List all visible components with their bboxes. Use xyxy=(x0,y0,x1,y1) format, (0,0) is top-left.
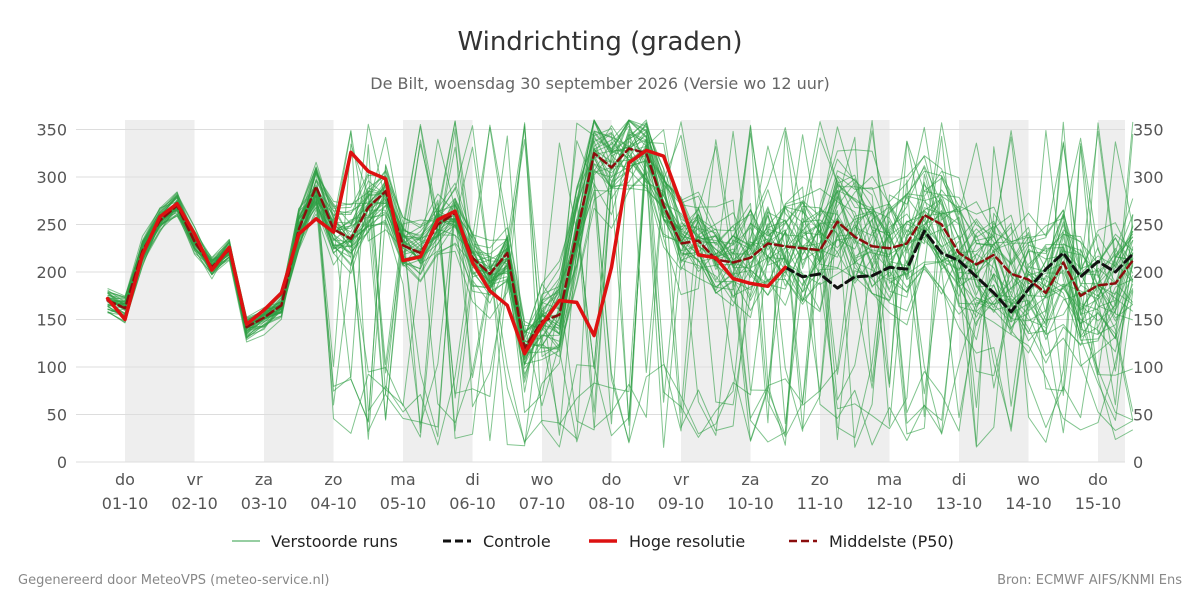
ensemble-member-line xyxy=(107,121,1134,447)
x-tick-day: ma xyxy=(877,470,902,489)
y-tick-label-right: 150 xyxy=(1133,311,1164,330)
x-tick-day: wo xyxy=(531,470,554,489)
y-tick-label-left: 350 xyxy=(36,121,67,140)
y-tick-label-left: 200 xyxy=(36,263,67,282)
y-tick-label-right: 300 xyxy=(1133,168,1164,187)
legend-item-median: Middelste (P50) xyxy=(789,532,954,551)
x-tick-date: 13-10 xyxy=(936,494,983,513)
legend: Verstoorde runs Controle Hoge resolutie … xyxy=(232,532,954,551)
footer-generator: Gegenereerd door MeteoVPS (meteo-service… xyxy=(18,573,329,588)
x-tick-day: za xyxy=(741,470,759,489)
legend-label-median: Middelste (P50) xyxy=(829,532,954,551)
y-tick-label-left: 50 xyxy=(47,406,67,425)
chart-subtitle: De Bilt, woensdag 30 september 2026 (Ver… xyxy=(370,74,830,93)
legend-label-high-res: Hoge resolutie xyxy=(629,532,745,551)
x-tick-date: 05-10 xyxy=(380,494,427,513)
x-tick-day: do xyxy=(1088,470,1108,489)
x-tick-date: 03-10 xyxy=(241,494,288,513)
x-tick-date: 01-10 xyxy=(102,494,149,513)
x-tick-day: vr xyxy=(673,470,689,489)
x-tick-day: ma xyxy=(390,470,415,489)
main-series xyxy=(105,147,1135,356)
y-axis-right: 0 50 100 150 200 250 300 350 xyxy=(1133,121,1164,473)
x-tick-date: 04-10 xyxy=(310,494,357,513)
x-axis: do 01-10 vr 02-10 za 03-10 zo 04-10 ma 05-10 di 06-… xyxy=(102,470,1122,513)
legend-item-high-res: Hoge resolutie xyxy=(589,532,745,551)
x-tick-date: 02-10 xyxy=(171,494,218,513)
series-line-middelste-p50 xyxy=(106,147,1135,350)
x-tick-date: 15-10 xyxy=(1075,494,1122,513)
y-tick-label-left: 100 xyxy=(36,358,67,377)
y-tick-label-right: 350 xyxy=(1133,121,1164,140)
legend-item-control: Controle xyxy=(443,532,551,551)
y-tick-label-right: 200 xyxy=(1133,263,1164,282)
x-tick-date: 10-10 xyxy=(727,494,774,513)
ensemble-member-line xyxy=(107,119,1134,374)
footer-source: Bron: ECMWF AIFS/KNMI Ens xyxy=(997,573,1182,588)
x-tick-day: vr xyxy=(186,470,202,489)
x-tick-date: 11-10 xyxy=(797,494,844,513)
x-tick-day: zo xyxy=(811,470,829,489)
legend-label-control: Controle xyxy=(483,532,551,551)
y-tick-label-left: 150 xyxy=(36,311,67,330)
y-tick-label-right: 0 xyxy=(1133,453,1143,472)
ensemble-member-line xyxy=(107,132,1134,443)
ensemble-member-line xyxy=(107,119,1134,446)
x-tick-date: 09-10 xyxy=(658,494,705,513)
ensemble-member-line xyxy=(107,126,1134,429)
y-tick-label-right: 50 xyxy=(1133,406,1153,425)
ensemble-member-line xyxy=(107,124,1134,422)
legend-label-ensemble: Verstoorde runs xyxy=(271,532,398,551)
x-tick-date: 14-10 xyxy=(1005,494,1052,513)
x-tick-day: do xyxy=(115,470,135,489)
grid-lines xyxy=(76,129,1125,463)
x-tick-date: 07-10 xyxy=(519,494,566,513)
x-tick-day: zo xyxy=(324,470,342,489)
x-tick-date: 06-10 xyxy=(449,494,496,513)
y-tick-label-left: 250 xyxy=(36,216,67,235)
shaded-band xyxy=(264,120,334,462)
chart-title: Windrichting (graden) xyxy=(457,27,742,57)
series-line-hoge-resolutie xyxy=(105,148,788,356)
y-tick-label-left: 0 xyxy=(57,453,67,472)
ensemble-member-line xyxy=(107,120,1133,408)
shaded-band xyxy=(125,120,195,462)
x-tick-date: 08-10 xyxy=(588,494,635,513)
y-tick-label-left: 300 xyxy=(36,168,67,187)
x-tick-day: do xyxy=(602,470,622,489)
series-line-controle xyxy=(783,229,1135,314)
ensemble-member-line xyxy=(107,130,1134,448)
x-tick-day: za xyxy=(255,470,273,489)
x-tick-date: 12-10 xyxy=(866,494,913,513)
y-axis-left: 0 50 100 150 200 250 300 350 xyxy=(36,121,67,473)
y-tick-label-right: 100 xyxy=(1133,358,1164,377)
legend-item-ensemble: Verstoorde runs xyxy=(232,532,398,551)
x-tick-day: di xyxy=(952,470,967,489)
y-tick-label-right: 250 xyxy=(1133,216,1164,235)
x-tick-day: wo xyxy=(1017,470,1040,489)
x-tick-day: di xyxy=(465,470,480,489)
